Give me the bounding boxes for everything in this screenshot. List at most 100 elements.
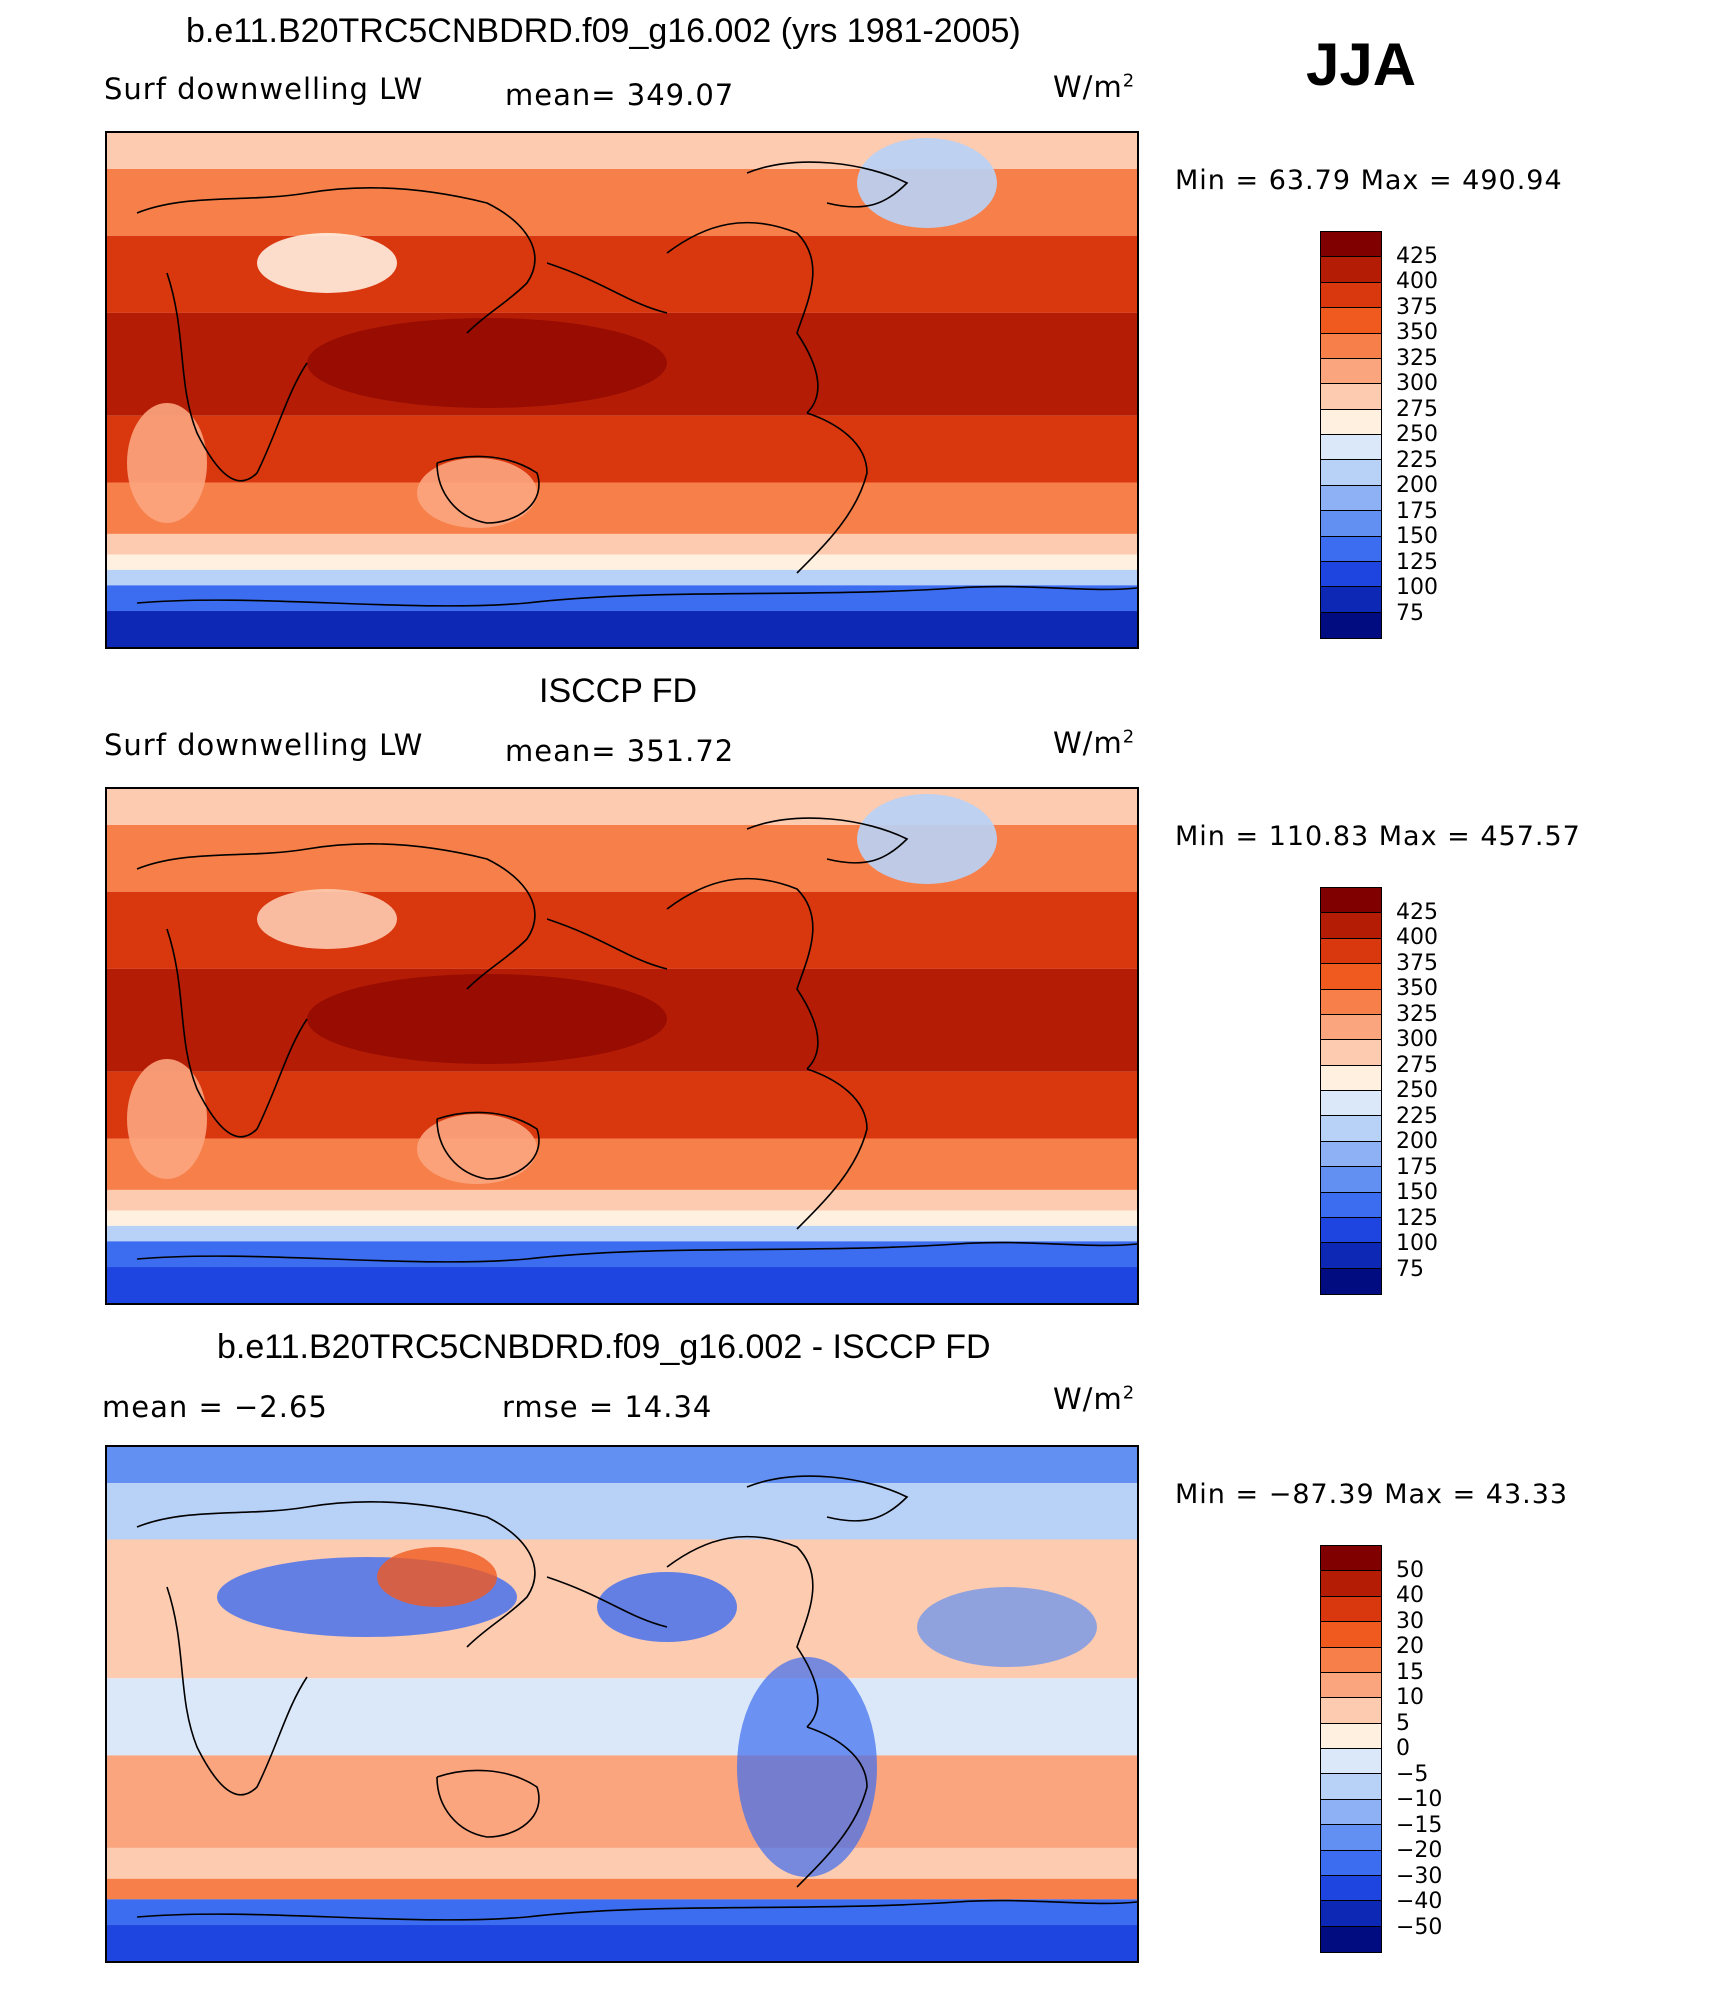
colorbar-swatch — [1321, 1749, 1381, 1775]
colorbar-tick-label: −5 — [1396, 1761, 1429, 1787]
panel-3-mean-label: mean = −2.65 — [102, 1390, 328, 1424]
colorbar-swatch — [1321, 1926, 1381, 1952]
colorbar-tick-label: 125 — [1396, 549, 1438, 575]
colorbar-swatch — [1321, 1546, 1381, 1572]
colorbar-swatch — [1321, 485, 1381, 512]
panel-2-map — [105, 787, 1139, 1305]
colorbar-tick-label: 150 — [1396, 1180, 1438, 1205]
colorbar-swatch — [1321, 1217, 1381, 1244]
panel-2-title: ISCCP FD — [539, 672, 698, 710]
colorbar-tick-label: 350 — [1396, 976, 1438, 1001]
colorbar-swatch — [1321, 1192, 1381, 1218]
colorbar-tick-label: −15 — [1396, 1812, 1443, 1838]
colorbar-swatch — [1321, 913, 1381, 939]
panel-1-mean-label: mean= 349.07 — [505, 78, 735, 112]
colorbar-swatch — [1321, 561, 1381, 588]
colorbar-swatch — [1321, 1622, 1381, 1648]
panel-2-minmax: Min = 110.83 Max = 457.57 — [1175, 821, 1581, 852]
colorbar-tick-label: 425 — [1396, 243, 1438, 269]
colorbar-swatch — [1321, 1850, 1381, 1876]
colorbar-tick-label: 325 — [1396, 345, 1438, 371]
colorbar-swatch — [1321, 1040, 1381, 1066]
panel-1-variable-label: Surf downwelling LW — [104, 72, 424, 106]
colorbar-tick-label: −30 — [1396, 1863, 1443, 1889]
colorbar-swatch — [1321, 1875, 1381, 1902]
colorbar-swatch — [1321, 358, 1381, 385]
panel-3-field — [107, 1447, 1137, 1961]
colorbar-swatch — [1321, 232, 1381, 258]
colorbar-swatch — [1321, 1672, 1381, 1699]
colorbar-swatch — [1321, 257, 1381, 283]
panel-3-title: b.e11.B20TRC5CNBDRD.f09_g16.002 - ISCCP … — [217, 1328, 991, 1366]
colorbar-tick-label: 10 — [1396, 1685, 1424, 1710]
panel-3-minmax: Min = −87.39 Max = 43.33 — [1175, 1479, 1569, 1510]
panel-2-colorbar — [1320, 887, 1382, 1295]
colorbar-tick-label: 400 — [1396, 269, 1438, 294]
colorbar-swatch — [1321, 460, 1381, 486]
colorbar-swatch — [1321, 964, 1381, 990]
colorbar-tick-label: 0 — [1396, 1736, 1410, 1761]
colorbar-tick-label: 425 — [1396, 899, 1438, 925]
panel-1-map — [105, 131, 1139, 649]
colorbar-tick-label: 250 — [1396, 422, 1438, 447]
colorbar-swatch — [1321, 536, 1381, 562]
colorbar-swatch — [1321, 511, 1381, 537]
colorbar-tick-label: 375 — [1396, 294, 1438, 320]
colorbar-tick-label: 225 — [1396, 1103, 1438, 1129]
colorbar-tick-label: −20 — [1396, 1838, 1443, 1863]
colorbar-swatch — [1321, 435, 1381, 461]
colorbar-tick-label: 225 — [1396, 447, 1438, 473]
panel-2-field — [107, 789, 1137, 1303]
panel-2-units: W/m2 — [1053, 726, 1136, 760]
colorbar-tick-label: 200 — [1396, 473, 1438, 498]
colorbar-swatch — [1321, 282, 1381, 309]
panel-1-colorbar-ticks: 425 400 375 350 325 300 275 250 225 200 175 150 125 1… — [1396, 231, 1476, 639]
colorbar-swatch — [1321, 1243, 1381, 1269]
colorbar-tick-label: 15 — [1396, 1659, 1424, 1685]
colorbar-tick-label: 75 — [1396, 1256, 1424, 1282]
colorbar-tick-label: 375 — [1396, 950, 1438, 976]
colorbar-swatch — [1321, 1901, 1381, 1927]
colorbar-tick-label: 300 — [1396, 1027, 1438, 1052]
colorbar-swatch — [1321, 1141, 1381, 1168]
panel-3-colorbar-ticks: 50 40 30 20 15 10 5 0 −5 −10 −15 −20 −30 −40 −50 — [1396, 1545, 1476, 1953]
colorbar-tick-label: 100 — [1396, 575, 1438, 600]
colorbar-tick-label: 300 — [1396, 371, 1438, 396]
colorbar-swatch — [1321, 938, 1381, 965]
panel-1-units: W/m2 — [1053, 70, 1136, 104]
colorbar-tick-label: −10 — [1396, 1787, 1443, 1812]
colorbar-swatch — [1321, 1091, 1381, 1117]
colorbar-swatch — [1321, 333, 1381, 359]
colorbar-swatch — [1321, 384, 1381, 410]
panel-2-colorbar-ticks: 425 400 375 350 325 300 275 250 225 200 175 150 125 1… — [1396, 887, 1476, 1295]
colorbar-swatch — [1321, 1647, 1381, 1673]
colorbar-swatch — [1321, 1698, 1381, 1724]
colorbar-swatch — [1321, 1116, 1381, 1142]
colorbar-swatch — [1321, 1014, 1381, 1041]
colorbar-tick-label: 350 — [1396, 320, 1438, 345]
colorbar-tick-label: 125 — [1396, 1205, 1438, 1231]
colorbar-swatch — [1321, 1825, 1381, 1851]
colorbar-swatch — [1321, 1167, 1381, 1193]
colorbar-tick-label: 20 — [1396, 1634, 1424, 1659]
colorbar-swatch — [1321, 308, 1381, 334]
colorbar-tick-label: −40 — [1396, 1889, 1443, 1914]
panel-2-variable-label: Surf downwelling LW — [104, 728, 424, 762]
colorbar-tick-label: 275 — [1396, 1052, 1438, 1078]
colorbar-tick-label: 75 — [1396, 600, 1424, 626]
colorbar-tick-label: 100 — [1396, 1231, 1438, 1256]
colorbar-tick-label: 150 — [1396, 524, 1438, 549]
colorbar-tick-label: 400 — [1396, 925, 1438, 950]
panel-1-colorbar — [1320, 231, 1382, 639]
colorbar-tick-label: −50 — [1396, 1914, 1443, 1940]
colorbar-tick-label: 175 — [1396, 1154, 1438, 1180]
colorbar-tick-label: 30 — [1396, 1608, 1424, 1634]
season-label: JJA — [1306, 31, 1417, 98]
colorbar-swatch — [1321, 612, 1381, 638]
colorbar-swatch — [1321, 1596, 1381, 1623]
panel-3-rmse-label: rmse = 14.34 — [502, 1390, 713, 1424]
colorbar-swatch — [1321, 587, 1381, 613]
panel-1-minmax: Min = 63.79 Max = 490.94 — [1175, 165, 1563, 196]
colorbar-tick-label: 325 — [1396, 1001, 1438, 1027]
colorbar-tick-label: 275 — [1396, 396, 1438, 422]
